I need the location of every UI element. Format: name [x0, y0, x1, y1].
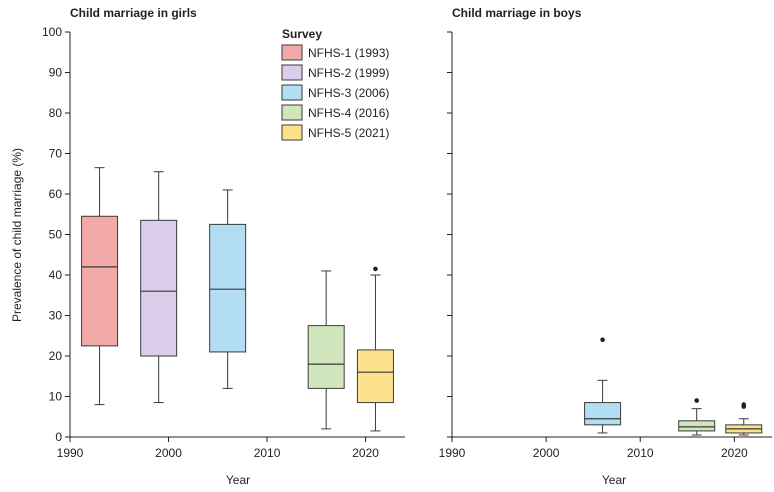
y-tick-label: 10	[49, 390, 63, 404]
x-tick-label: 2020	[352, 446, 379, 460]
x-tick-label: 2010	[254, 446, 281, 460]
legend-swatch	[281, 44, 303, 61]
box-girls-2021	[356, 266, 394, 432]
legend-swatch	[281, 84, 303, 101]
x-axis-title-boys: Year	[602, 473, 626, 487]
y-tick-label: 40	[49, 268, 63, 282]
x-tick-label: 2020	[721, 446, 748, 460]
legend-swatch	[281, 104, 303, 121]
x-tick-label: 2000	[533, 446, 560, 460]
box-girls-1993	[81, 167, 119, 406]
box-girls-2006	[209, 189, 247, 389]
y-tick-label: 100	[42, 25, 62, 39]
legend: Survey NFHS-1 (1993) NFHS-2 (1999) NFHS-3 …	[281, 27, 389, 141]
box-body	[678, 420, 716, 432]
panel-boys: Child marriage in boys Year 1990 2000 2010…	[439, 6, 772, 487]
box-body	[209, 223, 247, 353]
y-tick-label: 80	[49, 106, 63, 120]
x-tick-label: 2010	[627, 446, 654, 460]
outlier-point	[373, 266, 378, 272]
panel-girls: Child marriage in girls Prevalence of ch…	[10, 6, 405, 487]
legend-label: NFHS-4 (2016)	[308, 106, 389, 120]
legend-label: NFHS-3 (2006)	[308, 86, 389, 100]
legend-swatch	[281, 64, 303, 81]
y-tick-label: 70	[49, 147, 63, 161]
panel-title-boys: Child marriage in boys	[452, 6, 582, 20]
panel-title-girls: Child marriage in girls	[70, 6, 197, 20]
x-tick-label: 1990	[57, 446, 84, 460]
box-girls-2016	[307, 270, 345, 430]
legend-title: Survey	[282, 27, 322, 41]
box-body	[356, 349, 394, 404]
box-boys-2006	[584, 337, 622, 434]
outlier-point	[741, 402, 747, 407]
y-tick-label: 30	[49, 309, 63, 323]
x-tick-label: 2000	[155, 446, 182, 460]
box-boys-2021	[725, 402, 763, 436]
outlier-point	[600, 337, 605, 343]
box-girls-1999	[140, 171, 178, 404]
y-tick-label: 90	[49, 66, 63, 80]
legend-label: NFHS-5 (2021)	[308, 126, 389, 140]
y-tick-label: 0	[55, 430, 62, 444]
box-body	[81, 215, 119, 347]
y-tick-label: 20	[49, 349, 63, 363]
y-axis-title: Prevalence of child marriage (%)	[10, 148, 24, 322]
box-body	[140, 219, 178, 357]
x-tick-label: 1990	[439, 446, 466, 460]
box-boys-2016	[678, 398, 716, 436]
box-body	[307, 325, 345, 389]
legend-label: NFHS-1 (1993)	[308, 46, 389, 60]
y-tick-label: 50	[49, 228, 63, 242]
y-tick-label: 60	[49, 187, 63, 201]
outlier-point	[694, 398, 700, 403]
legend-label: NFHS-2 (1999)	[308, 66, 389, 80]
x-axis-title-girls: Year	[226, 473, 250, 487]
legend-swatch	[281, 124, 303, 141]
box-body	[584, 402, 622, 426]
